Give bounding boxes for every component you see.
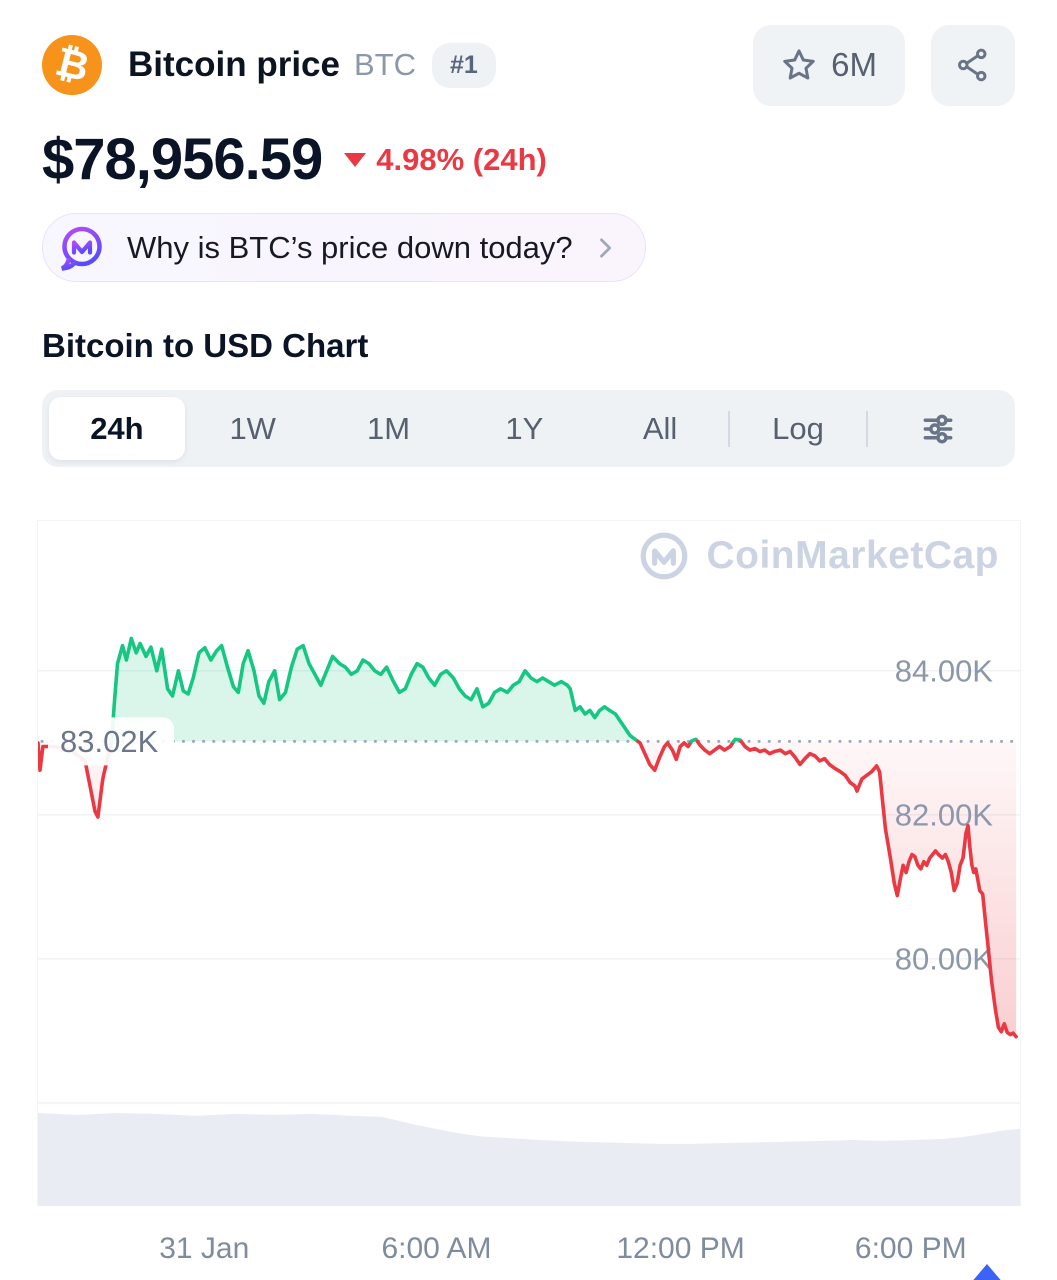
watchlist-count: 6M (831, 46, 877, 83)
tab-24h[interactable]: 24h (49, 397, 185, 460)
star-icon (783, 49, 815, 80)
svg-text:82.00K: 82.00K (895, 797, 994, 832)
header-actions: 6M (753, 24, 1015, 106)
x-axis-label: 12:00 PM (616, 1232, 745, 1265)
tab-all[interactable]: All (642, 410, 678, 446)
rank-badge: #1 (431, 42, 496, 88)
tabbar-divider (727, 410, 730, 447)
price-insight-pill[interactable]: Why is BTC’s price down today? (42, 213, 646, 282)
x-axis-label: 6:00 AM (381, 1232, 492, 1265)
price-change: 4.98% (24h) (344, 142, 547, 178)
coin-name: Bitcoin price (128, 45, 340, 84)
svg-text:80.00K: 80.00K (895, 941, 994, 976)
watchlist-button[interactable]: 6M (753, 24, 905, 106)
current-price: $78,956.59 (42, 127, 323, 192)
tabbar-divider (865, 410, 868, 447)
sliders-icon (923, 414, 953, 443)
chart-range-tabbar: 24h 1W 1M 1Y All Log (42, 390, 1015, 467)
cmc-ai-icon (60, 226, 102, 271)
share-button[interactable] (931, 24, 1015, 106)
insight-question: Why is BTC’s price down today? (127, 229, 573, 265)
svg-text:83.02K: 83.02K (60, 724, 159, 759)
chart-settings-button[interactable] (868, 397, 1008, 460)
scroll-marker-icon (970, 1264, 1004, 1280)
bitcoin-logo-icon: ₿ (42, 35, 102, 95)
tab-log-scale[interactable]: Log (772, 410, 824, 446)
price-row: $78,956.59 4.98% (24h) (42, 126, 547, 193)
coin-symbol: BTC (353, 47, 416, 82)
tab-1m[interactable]: 1M (366, 410, 411, 446)
x-axis-label: 6:00 PM (854, 1232, 967, 1265)
coin-header: ₿ Bitcoin price BTC #1 6M (42, 23, 1015, 107)
down-arrow-icon (344, 152, 367, 167)
price-chart-svg[interactable]: 84.00K 82.00K 80.00K 83.02K (38, 521, 1020, 1206)
chart-x-axis: 31 Jan 6:00 AM 12:00 PM 6:00 PM (37, 1232, 1021, 1270)
share-icon (958, 48, 987, 82)
change-percent: 4.98% (24h) (376, 141, 547, 177)
tab-1y[interactable]: 1Y (505, 410, 544, 446)
x-axis-label: 31 Jan (159, 1232, 250, 1265)
chevron-right-icon (599, 237, 611, 258)
price-chart-area[interactable]: 84.00K 82.00K 80.00K 83.02K (37, 520, 1021, 1206)
chart-section-title: Bitcoin to USD Chart (42, 327, 369, 364)
tab-1w[interactable]: 1W (229, 410, 276, 446)
svg-text:84.00K: 84.00K (895, 653, 994, 688)
